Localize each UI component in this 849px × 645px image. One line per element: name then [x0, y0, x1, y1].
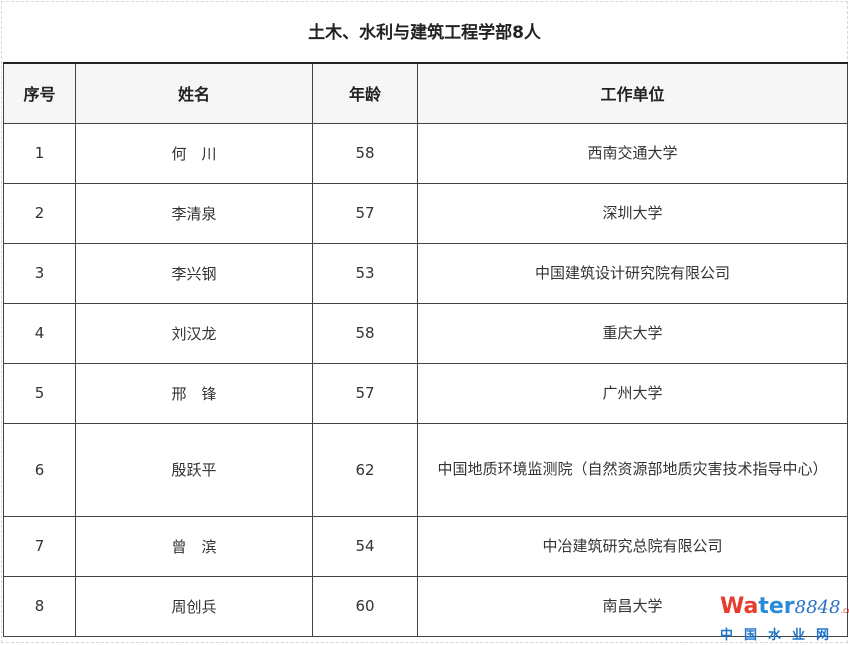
- cell-no: 1: [3, 122, 76, 184]
- cell-age: 58: [312, 122, 418, 184]
- header-name: 姓名: [75, 62, 313, 124]
- cell-age: 53: [312, 242, 418, 304]
- cell-name: 曾 滨: [75, 515, 313, 577]
- cell-org: 西南交通大学: [417, 122, 848, 184]
- cell-name: 周创兵: [75, 575, 313, 637]
- cell-org: 中国建筑设计研究院有限公司: [417, 242, 848, 304]
- cell-age: 57: [312, 182, 418, 244]
- table-row: 2 李清泉 57 深圳大学: [3, 182, 848, 244]
- cell-age: 57: [312, 362, 418, 424]
- table-row: 6 殷跃平 62 中国地质环境监测院（自然资源部地质灾害技术指导中心）: [3, 422, 848, 517]
- table-row: 4 刘汉龙 58 重庆大学: [3, 302, 848, 364]
- header-age: 年龄: [312, 62, 418, 124]
- cell-org: 中国地质环境监测院（自然资源部地质灾害技术指导中心）: [417, 422, 848, 517]
- cell-name: 殷跃平: [75, 422, 313, 517]
- table-row: 3 李兴钢 53 中国建筑设计研究院有限公司: [3, 242, 848, 304]
- cell-age: 58: [312, 302, 418, 364]
- header-org: 工作单位: [417, 62, 848, 124]
- cell-no: 8: [3, 575, 76, 637]
- cell-org: 重庆大学: [417, 302, 848, 364]
- cell-org: 广州大学: [417, 362, 848, 424]
- header-no: 序号: [3, 62, 76, 124]
- cell-name: 刘汉龙: [75, 302, 313, 364]
- table-header-row: 序号 姓名 年龄 工作单位: [3, 62, 848, 124]
- cell-age: 60: [312, 575, 418, 637]
- cell-no: 5: [3, 362, 76, 424]
- cell-name: 李兴钢: [75, 242, 313, 304]
- cell-name: 何 川: [75, 122, 313, 184]
- cell-name: 李清泉: [75, 182, 313, 244]
- cell-no: 3: [3, 242, 76, 304]
- cell-org: 深圳大学: [417, 182, 848, 244]
- cell-org: 中冶建筑研究总院有限公司: [417, 515, 848, 577]
- cell-no: 2: [3, 182, 76, 244]
- cell-no: 4: [3, 302, 76, 364]
- cell-name: 邢 锋: [75, 362, 313, 424]
- cell-org: 南昌大学: [417, 575, 848, 637]
- cell-age: 62: [312, 422, 418, 517]
- page-title: 土木、水利与建筑工程学部8人: [308, 23, 541, 43]
- cell-age: 54: [312, 515, 418, 577]
- water8848-logo: Water8848.com 中国水业网: [720, 594, 849, 644]
- table-row: 8 周创兵 60 南昌大学: [3, 575, 848, 637]
- cell-no: 7: [3, 515, 76, 577]
- cell-no: 6: [3, 422, 76, 517]
